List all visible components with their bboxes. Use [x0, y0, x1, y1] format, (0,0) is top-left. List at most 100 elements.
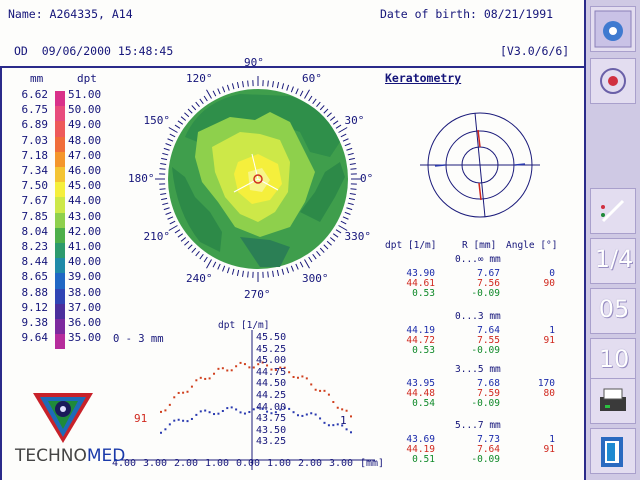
angle-tick	[316, 250, 321, 257]
kera-r-value: 7.64	[477, 444, 500, 455]
profile-flat-point	[279, 408, 282, 411]
exit-button[interactable]	[590, 428, 636, 474]
step-05-button[interactable]: 05	[590, 288, 636, 334]
profile-flat-point	[243, 412, 246, 415]
scale-row: 6.75 50.00	[0, 103, 130, 118]
scale-mm-value: 7.67	[21, 194, 49, 208]
angle-ticks	[155, 76, 361, 282]
date-of-birth: Date of birth: 08/21/1991	[380, 7, 554, 21]
scale-mm-value: 9.38	[21, 316, 49, 329]
profile-flat-point	[310, 412, 313, 415]
main-window: Name: A264335, A14 Date of birth: 08/21/…	[0, 0, 586, 480]
scale-row: 8.23 41.00	[0, 240, 130, 255]
print-button[interactable]	[590, 378, 636, 424]
profile-steep-point	[279, 366, 282, 369]
angle-tick	[180, 116, 187, 121]
angle-tick	[290, 86, 294, 93]
header: Name: A264335, A14 Date of birth: 08/21/…	[0, 0, 586, 68]
patient-name: Name: A264335, A14	[8, 7, 133, 21]
angle-tick	[242, 270, 244, 277]
angle-tick	[212, 261, 217, 268]
angle-tick	[231, 268, 235, 275]
edit-button[interactable]	[590, 188, 636, 234]
angle-tick	[174, 229, 181, 234]
quarter-button[interactable]: 1/4	[590, 238, 636, 284]
kera-flat-mark-right	[514, 163, 526, 166]
angle-tick	[304, 259, 310, 269]
profile-steep-point	[301, 375, 304, 378]
profile-flat-point	[195, 413, 198, 416]
kera-dpt-value: 44.61	[406, 278, 435, 289]
angle-tick	[299, 261, 304, 268]
scale-row: 7.67 44.00	[0, 194, 130, 209]
topography-map[interactable]	[140, 62, 380, 302]
profile-steep-point	[168, 403, 171, 406]
angle-tick	[212, 90, 217, 97]
angle-tick	[217, 263, 221, 270]
angle-tick	[199, 253, 204, 260]
lens-button[interactable]	[590, 58, 636, 104]
profile-steep-point	[270, 368, 273, 371]
angle-tick	[340, 133, 347, 138]
scale-dpt-value: 37.00	[68, 300, 102, 314]
angle-tick	[332, 120, 339, 125]
scale-row: 7.03 48.00	[0, 134, 130, 149]
profile-flat-point	[173, 419, 176, 422]
kera-axis-v	[474, 112, 486, 218]
angle-tick	[159, 168, 166, 170]
profile-y-tick: 44.00	[256, 401, 287, 413]
angle-label: 150°	[143, 114, 171, 127]
angle-label: 330°	[344, 230, 371, 243]
scale-mm-value: 8.04	[21, 224, 49, 238]
profile-y-tick: 43.50	[256, 424, 287, 436]
angle-tick	[199, 98, 204, 105]
angle-tick	[206, 259, 212, 269]
profile-y-tick: 45.25	[256, 343, 287, 355]
pupil-center-marker	[253, 174, 263, 184]
profile-steep-point	[164, 409, 167, 412]
angle-tick	[340, 220, 347, 225]
kera-dpt-value: 0.54	[412, 398, 435, 409]
angle-tick	[165, 211, 172, 215]
eye-view-button[interactable]	[590, 6, 636, 52]
angle-tick	[162, 152, 169, 156]
angle-tick	[346, 147, 353, 151]
keratometry-diagram	[420, 112, 540, 218]
profile-steep-point	[235, 365, 238, 368]
profile-steep-point	[248, 366, 251, 369]
angle-tick	[163, 207, 170, 211]
angle-tick	[191, 247, 197, 253]
angle-tick	[226, 84, 230, 91]
profile-steep-point	[208, 377, 211, 380]
scale-mm-value: 7.18	[21, 148, 49, 162]
profile-flat-point	[341, 424, 344, 427]
kera-r-value: 7.68	[477, 378, 500, 389]
angle-tick	[347, 202, 354, 206]
profile-flat-point	[248, 411, 251, 414]
scale-swatch	[55, 273, 65, 289]
profile-flat-point	[292, 411, 295, 414]
kera-dpt-value: 43.95	[406, 378, 435, 389]
scale-mm-value: 9.64	[21, 331, 49, 345]
angle-tick	[286, 84, 290, 91]
map-region-lower-left	[172, 167, 222, 252]
scale-mm-value: 7.03	[21, 133, 49, 147]
profile-steep-point	[239, 361, 242, 364]
scale-dpt-value: 48.00	[68, 133, 102, 147]
kera-angle-value: 1	[549, 434, 555, 445]
profile-flat-point	[239, 411, 242, 414]
profile-x-tick: 1.00	[267, 458, 292, 469]
profile-flat-point	[266, 410, 269, 413]
step-10-button[interactable]: 10	[590, 338, 636, 384]
eye-icon	[594, 10, 632, 48]
angle-tick	[167, 216, 174, 220]
profile-left-marker: 91	[134, 412, 148, 425]
profile-flat-point	[345, 428, 348, 431]
profile-x-tick: 3.00	[329, 458, 354, 469]
kera-r-value: -0.09	[471, 454, 500, 465]
profile-y-tick: 44.75	[256, 366, 287, 378]
angle-tick	[247, 80, 249, 87]
scale-mm-value: 7.50	[21, 179, 49, 193]
frame-right	[584, 0, 586, 480]
angle-tick	[177, 120, 184, 125]
